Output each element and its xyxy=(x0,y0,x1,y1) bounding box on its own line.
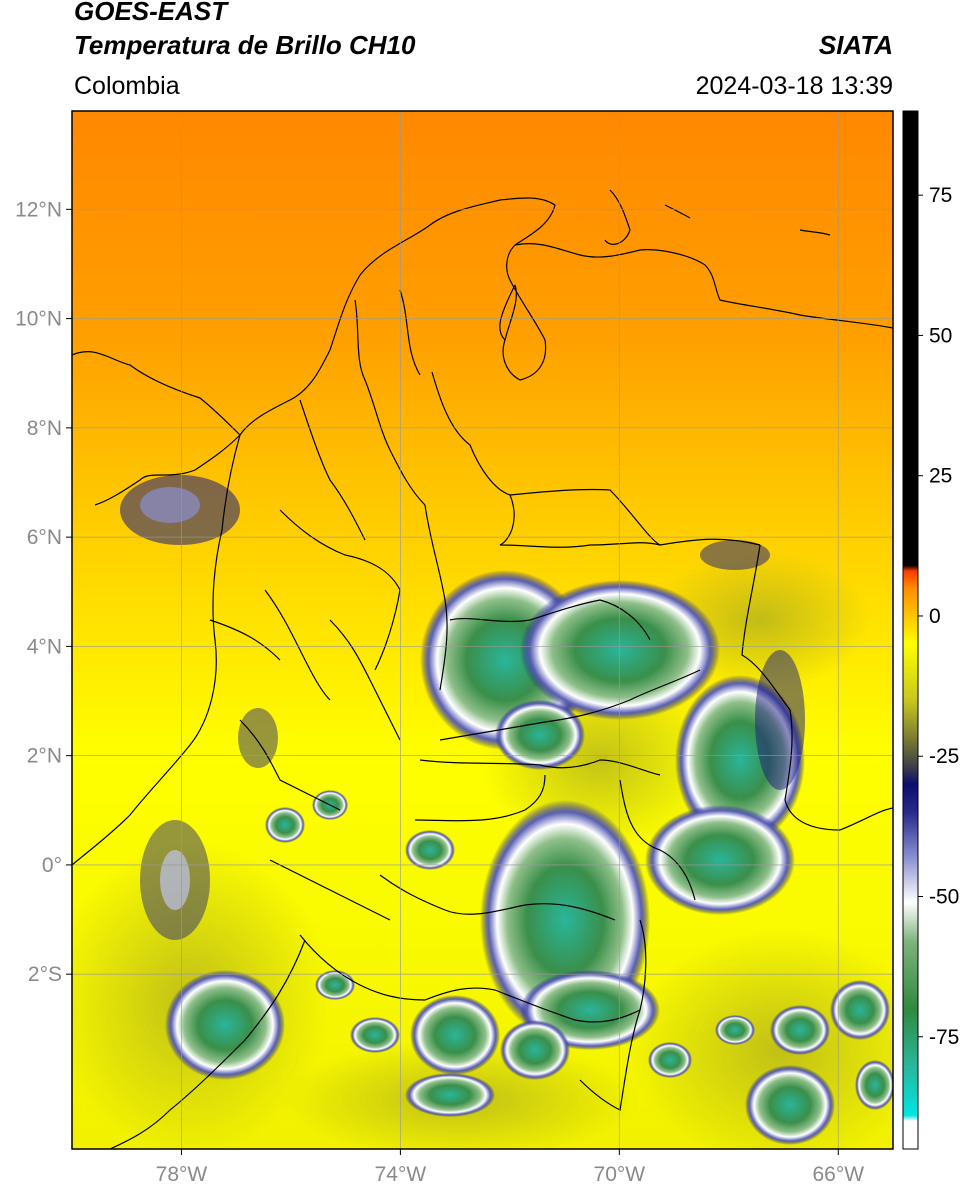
lat-tick-label: 4°N xyxy=(27,635,62,658)
colorbar: 75 50 25 0 -25 -50 -75 xyxy=(902,110,959,1150)
graticule xyxy=(72,111,893,1149)
lon-tick-label: 66°W xyxy=(812,1163,864,1186)
lat-tick-label: 2°N xyxy=(27,745,62,768)
satellite-title: GOES-EAST xyxy=(74,0,228,26)
lat-tick-label: 2°S xyxy=(28,963,62,986)
map-frame xyxy=(71,110,894,1150)
lat-tick-label: 10°N xyxy=(15,308,62,331)
colorbar-tick-label: -50 xyxy=(929,886,959,909)
colorbar-tick-label: 0 xyxy=(929,605,941,628)
convective-clouds xyxy=(120,475,893,1145)
colorbar-gradient xyxy=(903,111,918,1149)
map-area xyxy=(72,111,893,1149)
product-title: Temperatura de Brillo CH10 xyxy=(74,30,416,60)
lon-tick-label: 70°W xyxy=(594,1163,646,1186)
lat-tick-label: 8°N xyxy=(27,417,62,440)
lat-tick-label: 12°N xyxy=(15,198,62,221)
lon-tick-label: 74°W xyxy=(375,1163,427,1186)
colorbar-tick-label: -75 xyxy=(929,1026,959,1049)
agency-label: SIATA xyxy=(818,30,893,60)
colorbar-tick-label: 50 xyxy=(929,324,952,347)
latitude-ticks: 12°N 10°N 8°N 6°N 4°N 2°N 0° 2°S xyxy=(15,198,72,986)
datetime-label: 2024-03-18 13:39 xyxy=(695,72,893,100)
region-label: Colombia xyxy=(74,72,180,100)
lat-tick-label: 0° xyxy=(42,854,62,877)
colorbar-tick-label: -25 xyxy=(929,745,959,768)
lon-tick-label: 78°W xyxy=(156,1163,208,1186)
colorbar-tick-label: 25 xyxy=(929,465,952,488)
colorbar-frame xyxy=(902,110,919,1150)
colorbar-tick-label: 75 xyxy=(929,184,952,207)
longitude-ticks: 78°W 74°W 70°W 66°W xyxy=(156,1149,864,1186)
colorbar-ticks: 75 50 25 0 -25 -50 -75 xyxy=(918,184,959,1049)
lat-tick-label: 6°N xyxy=(27,526,62,549)
political-borders xyxy=(72,189,893,1149)
